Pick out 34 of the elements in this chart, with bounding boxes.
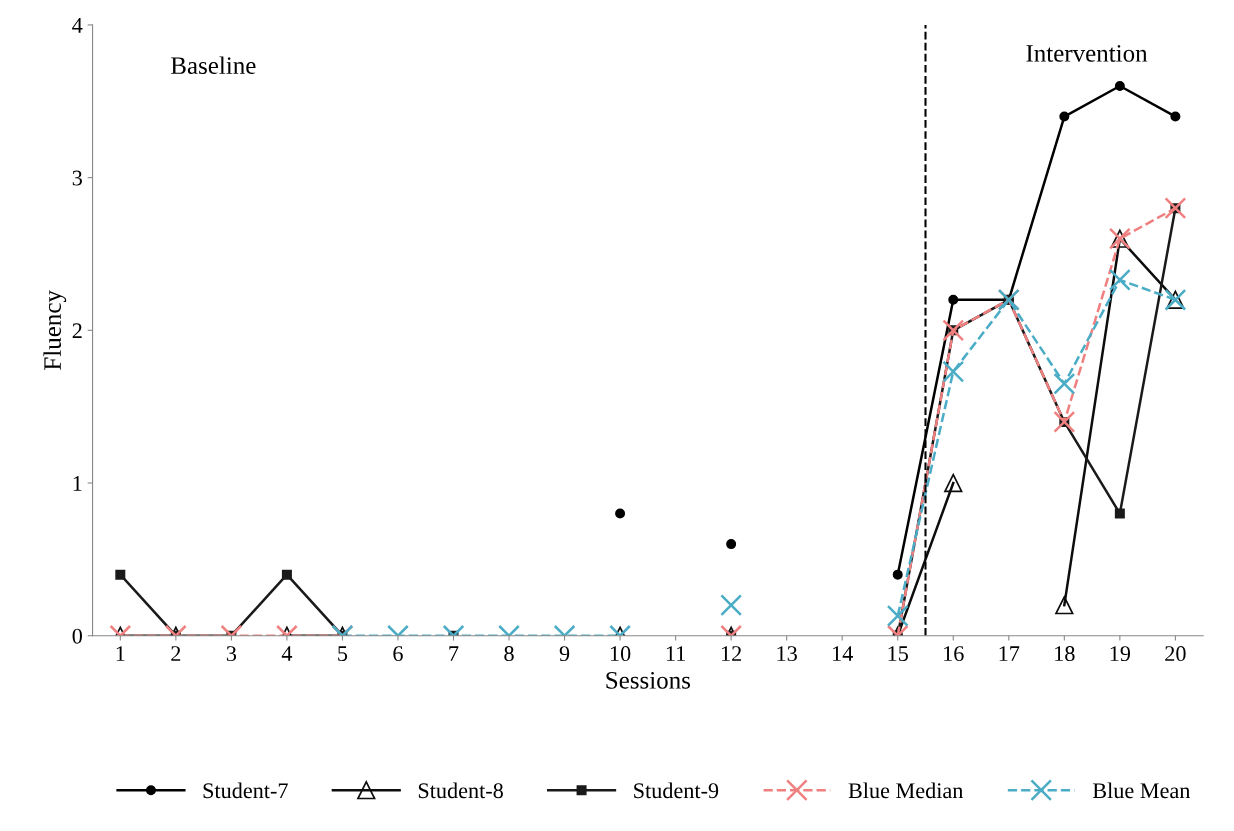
y-axis-title: Fluency [43, 290, 67, 370]
x-axis-title: Sessions [606, 671, 691, 689]
y-tick-label: 4 [72, 18, 83, 33]
x-tick-label: 14 [833, 646, 853, 661]
x-tick-label: 4 [281, 646, 293, 661]
annotation: Baseline [171, 56, 256, 75]
annotation: Intervention [1026, 45, 1148, 62]
x-tick-label: 6 [393, 646, 403, 662]
x-tick-label: 1 [116, 646, 125, 661]
x-tick-label: 9 [559, 646, 570, 662]
legend-label: Student-8 [418, 782, 503, 799]
x-tick-label: 2 [171, 646, 181, 661]
x-tick-label: 16 [944, 646, 964, 662]
x-tick-label: 19 [1110, 646, 1131, 662]
x-tick-label: 18 [1055, 646, 1075, 662]
y-tick-label: 1 [73, 476, 82, 491]
x-tick-label: 15 [888, 646, 908, 662]
x-tick-label: 5 [338, 646, 348, 662]
x-tick-label: 13 [777, 646, 797, 662]
x-tick-label: 10 [610, 646, 631, 662]
x-tick-label: 20 [1165, 646, 1186, 662]
y-tick-label: 2 [72, 323, 82, 339]
y-tick-label: 0 [72, 628, 82, 644]
legend-label: Blue Mean [1092, 782, 1191, 799]
legend-label: Blue Median [848, 782, 964, 799]
legend-label: Student-7 [203, 782, 288, 799]
x-tick-label: 12 [721, 646, 742, 661]
x-tick-label: 17 [999, 646, 1020, 661]
y-tick-label: 3 [72, 170, 82, 186]
x-tick-label: 11 [666, 646, 685, 661]
x-tick-label: 3 [226, 646, 237, 662]
x-tick-label: 7 [449, 646, 459, 661]
legend-label: Student-9 [634, 782, 719, 799]
x-tick-label: 8 [504, 646, 514, 662]
